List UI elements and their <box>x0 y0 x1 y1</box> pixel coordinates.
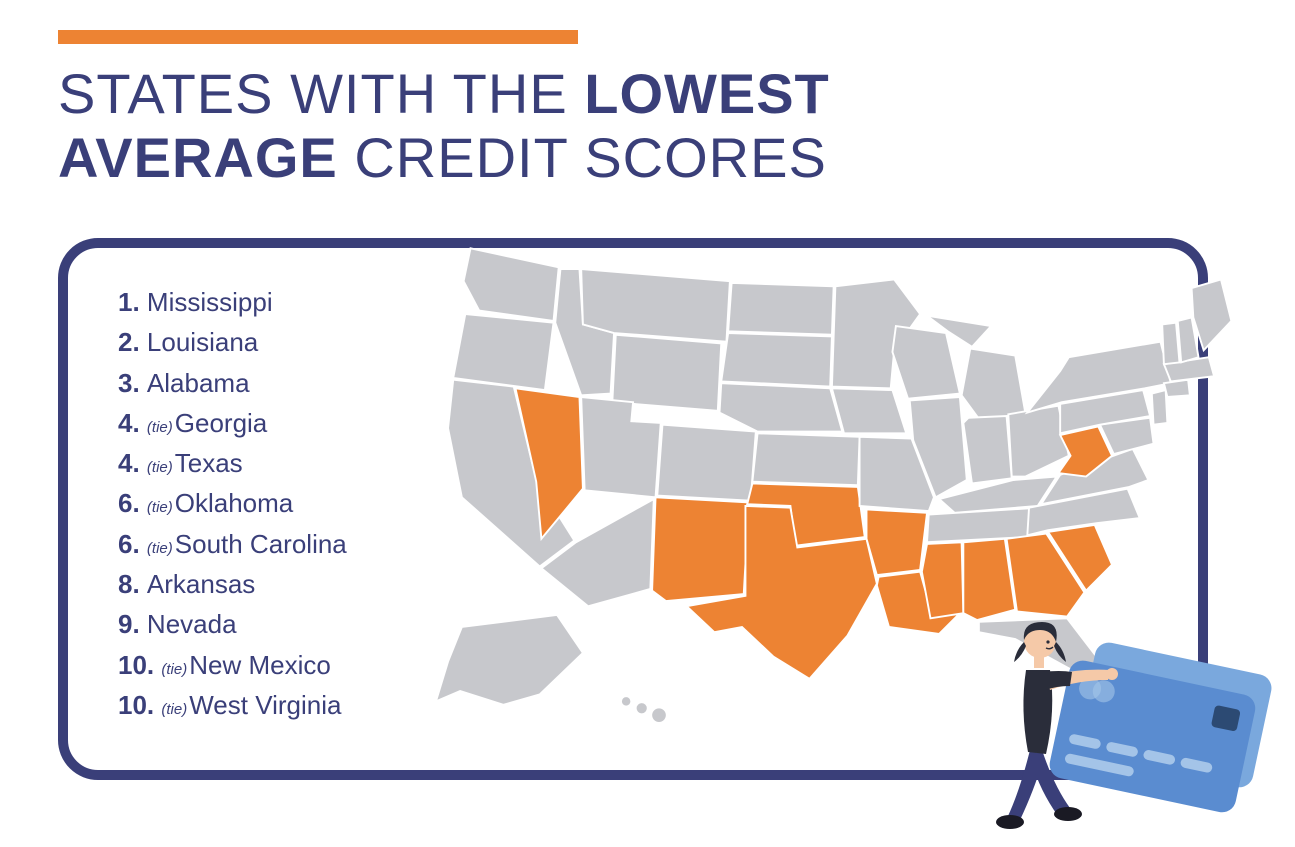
title-part-1: STATES WITH THE <box>58 62 584 125</box>
person-pigtail-1 <box>1014 642 1026 662</box>
state-wy <box>612 335 721 411</box>
list-rank: 6. <box>118 529 147 559</box>
list-rank: 1. <box>118 287 147 317</box>
list-item: 4. (tie)Texas <box>118 443 347 483</box>
state-ms <box>922 542 963 618</box>
list-item: 2. Louisiana <box>118 322 347 362</box>
state-ne <box>720 383 843 431</box>
state-name: Louisiana <box>147 327 258 357</box>
list-item: 9. Nevada <box>118 604 347 644</box>
state-ct <box>1164 380 1190 397</box>
state-mt <box>581 269 730 342</box>
state-wi <box>892 326 959 399</box>
state-sd <box>721 333 832 387</box>
state-hi-3 <box>651 707 667 723</box>
list-item: 8. Arkansas <box>118 564 347 604</box>
tie-label: (tie) <box>147 540 175 557</box>
state-ut <box>581 397 661 497</box>
state-name: Georgia <box>175 408 268 438</box>
list-item: 4. (tie)Georgia <box>118 403 347 443</box>
state-or <box>453 314 553 390</box>
state-nj <box>1152 390 1168 425</box>
state-name: Arkansas <box>147 569 255 599</box>
list-rank: 4. <box>118 448 147 478</box>
list-rank: 9. <box>118 609 147 639</box>
list-rank: 4. <box>118 408 147 438</box>
title-bold-1: LOWEST <box>584 62 830 125</box>
state-co <box>657 425 756 501</box>
state-nm <box>652 497 749 601</box>
list-item: 10. (tie)West Virginia <box>118 685 347 725</box>
state-in <box>963 416 1011 483</box>
list-item: 6. (tie)South Carolina <box>118 524 347 564</box>
state-name: Alabama <box>147 368 250 398</box>
accent-bar <box>58 30 578 44</box>
illustration-svg <box>980 550 1280 840</box>
person-pigtail-2 <box>1054 642 1066 662</box>
person-hand <box>1106 668 1118 680</box>
state-name: New Mexico <box>189 650 331 680</box>
list-rank: 3. <box>118 368 147 398</box>
state-name: Mississippi <box>147 287 273 317</box>
list-rank: 2. <box>118 327 147 357</box>
person-eye <box>1046 640 1049 643</box>
state-name: Nevada <box>147 609 237 639</box>
state-name: Oklahoma <box>175 488 294 518</box>
list-item: 3. Alabama <box>118 363 347 403</box>
state-hi-1 <box>621 696 631 706</box>
list-item: 6. (tie)Oklahoma <box>118 483 347 523</box>
state-ia <box>832 388 906 433</box>
list-rank: 6. <box>118 488 147 518</box>
illustration-person-cards <box>980 550 1280 840</box>
list-rank: 8. <box>118 569 147 599</box>
state-nd <box>728 283 833 335</box>
state-name: West Virginia <box>189 690 341 720</box>
state-name: South Carolina <box>175 529 347 559</box>
state-me <box>1192 279 1232 350</box>
state-ak <box>436 615 583 705</box>
list-item: 1. Mississippi <box>118 282 347 322</box>
tie-label: (tie) <box>147 499 175 516</box>
state-ar <box>867 509 928 575</box>
state-name: Texas <box>175 448 243 478</box>
tie-label: (tie) <box>147 419 175 436</box>
page-title: STATES WITH THE LOWEST AVERAGE CREDIT SC… <box>58 62 830 191</box>
state-wa <box>464 248 559 321</box>
tie-label: (tie) <box>147 459 175 476</box>
tie-label: (tie) <box>161 701 189 718</box>
state-hi-2 <box>636 702 648 714</box>
tie-label: (tie) <box>161 661 189 678</box>
list-rank: 10. <box>118 650 161 680</box>
title-bold-2: AVERAGE <box>58 126 338 189</box>
state-ks <box>752 433 859 485</box>
list-rank: 10. <box>118 690 161 720</box>
list-item: 10. (tie)New Mexico <box>118 645 347 685</box>
title-part-2: CREDIT SCORES <box>338 126 827 189</box>
state-vt <box>1162 323 1179 364</box>
person-shoe-back <box>996 815 1024 829</box>
person-shoe-front <box>1054 807 1082 821</box>
state-mi <box>962 349 1026 422</box>
ranking-list: 1. Mississippi2. Louisiana3. Alabama4. (… <box>118 282 347 725</box>
